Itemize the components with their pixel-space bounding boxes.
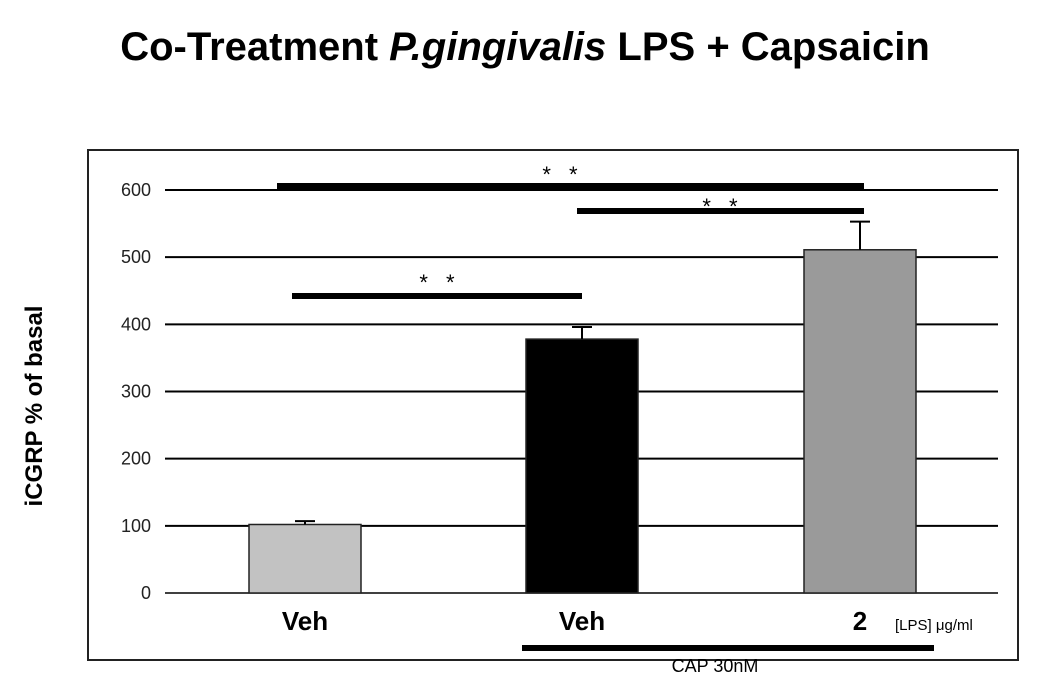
category-label: 2 bbox=[853, 606, 867, 636]
bar bbox=[248, 523, 362, 594]
significance-label: * * bbox=[702, 194, 743, 219]
error-bars bbox=[295, 220, 870, 525]
y-tick-labels: 0 100 200 300 400 500 600 bbox=[121, 180, 151, 603]
y-axis-label: iCGRP % of basal bbox=[21, 306, 48, 507]
chart-title-prefix: Co-Treatment bbox=[120, 25, 389, 69]
category-label: Veh bbox=[559, 606, 605, 636]
bar bbox=[803, 249, 917, 594]
significance-label: * * bbox=[419, 270, 460, 295]
treatment-label: CAP 30nM bbox=[672, 656, 759, 676]
chart-title: Co-Treatment P.gingivalis LPS + Capsaici… bbox=[120, 25, 930, 69]
chart-title-italic: P.gingivalis bbox=[389, 25, 606, 69]
y-tick-label: 500 bbox=[121, 247, 151, 267]
y-tick-label: 600 bbox=[121, 180, 151, 200]
bar bbox=[525, 338, 639, 594]
bars bbox=[248, 249, 917, 594]
y-tick-label: 400 bbox=[121, 314, 151, 334]
significance-brackets: * * * * * * bbox=[277, 162, 864, 299]
y-tick-label: 200 bbox=[121, 449, 151, 469]
significance-label: * * bbox=[542, 162, 583, 187]
y-tick-label: 0 bbox=[141, 583, 151, 603]
chart-frame bbox=[87, 149, 1019, 661]
y-tick-label: 100 bbox=[121, 516, 151, 536]
x-unit-label: [LPS] μg/ml bbox=[895, 617, 973, 634]
chart-title-suffix: LPS + Capsaicin bbox=[606, 25, 929, 69]
y-tick-label: 300 bbox=[121, 382, 151, 402]
category-label: Veh bbox=[282, 606, 328, 636]
category-labels: Veh Veh 2 bbox=[282, 606, 867, 636]
